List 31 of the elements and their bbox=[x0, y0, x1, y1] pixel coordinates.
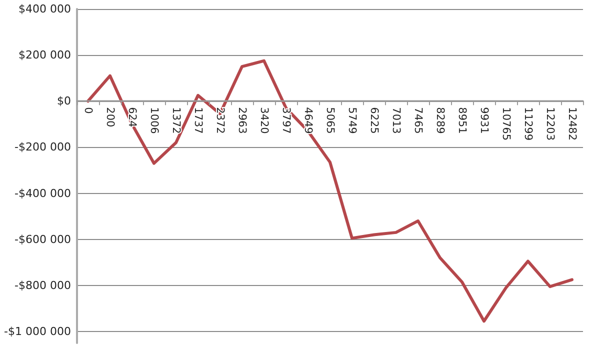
x-tick-label: 0 bbox=[82, 107, 94, 114]
y-tick-label: -$600 000 bbox=[14, 232, 71, 246]
x-tick-label: 10765 bbox=[500, 107, 512, 141]
x-tick-label: 11299 bbox=[522, 107, 534, 141]
y-tick-label: -$800 000 bbox=[14, 278, 71, 292]
x-tick-label: 8289 bbox=[434, 107, 446, 134]
y-tick-label: $400 000 bbox=[18, 2, 71, 16]
x-tick-label: 8951 bbox=[456, 107, 468, 134]
x-tick-label: 5065 bbox=[324, 107, 336, 134]
x-tick-label: 200 bbox=[104, 107, 116, 128]
x-tick-label: 3420 bbox=[258, 107, 270, 134]
y-tick-label: -$1 000 000 bbox=[4, 324, 71, 338]
x-tick-label: 624 bbox=[126, 107, 138, 128]
x-tick-label: 12482 bbox=[566, 107, 578, 141]
x-tick-label: 1006 bbox=[148, 107, 160, 134]
x-tick-label: 7465 bbox=[412, 107, 424, 134]
x-tick-label: 5749 bbox=[346, 107, 358, 134]
y-tick-label: $0 bbox=[57, 94, 71, 108]
x-tick-label: 7013 bbox=[390, 107, 402, 134]
x-tick-label: 12203 bbox=[544, 107, 556, 141]
y-tick-label: -$400 000 bbox=[14, 186, 71, 200]
x-tick-label: 2963 bbox=[236, 107, 248, 134]
y-tick-label: $200 000 bbox=[18, 48, 71, 62]
x-tick-label: 9931 bbox=[478, 107, 490, 134]
x-tick-label: 1372 bbox=[170, 107, 182, 134]
x-tick-label: 2372 bbox=[214, 107, 226, 134]
x-tick-label: 4649 bbox=[302, 107, 314, 134]
x-tick-label: 6225 bbox=[368, 107, 380, 134]
x-tick-label: 3797 bbox=[280, 107, 292, 134]
x-tick-label: 1737 bbox=[192, 107, 204, 134]
y-tick-label: -$200 000 bbox=[14, 140, 71, 154]
